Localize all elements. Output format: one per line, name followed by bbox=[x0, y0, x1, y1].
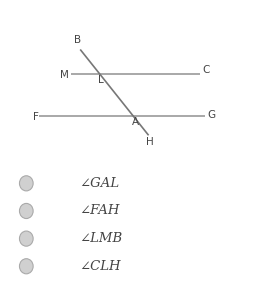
Text: L: L bbox=[98, 75, 104, 85]
Text: ∠LMB: ∠LMB bbox=[79, 232, 122, 245]
Circle shape bbox=[19, 176, 33, 191]
Circle shape bbox=[19, 259, 33, 274]
Text: B: B bbox=[74, 35, 81, 45]
Circle shape bbox=[19, 231, 33, 246]
Text: A: A bbox=[132, 117, 139, 127]
Text: F: F bbox=[33, 112, 39, 122]
Text: H: H bbox=[145, 137, 153, 147]
Text: ∠GAL: ∠GAL bbox=[79, 177, 119, 190]
Text: G: G bbox=[208, 110, 216, 120]
Text: M: M bbox=[59, 70, 68, 80]
Text: ∠CLH: ∠CLH bbox=[79, 260, 120, 273]
Text: ∠FAH: ∠FAH bbox=[79, 205, 119, 217]
Text: C: C bbox=[203, 65, 210, 75]
Circle shape bbox=[19, 203, 33, 219]
